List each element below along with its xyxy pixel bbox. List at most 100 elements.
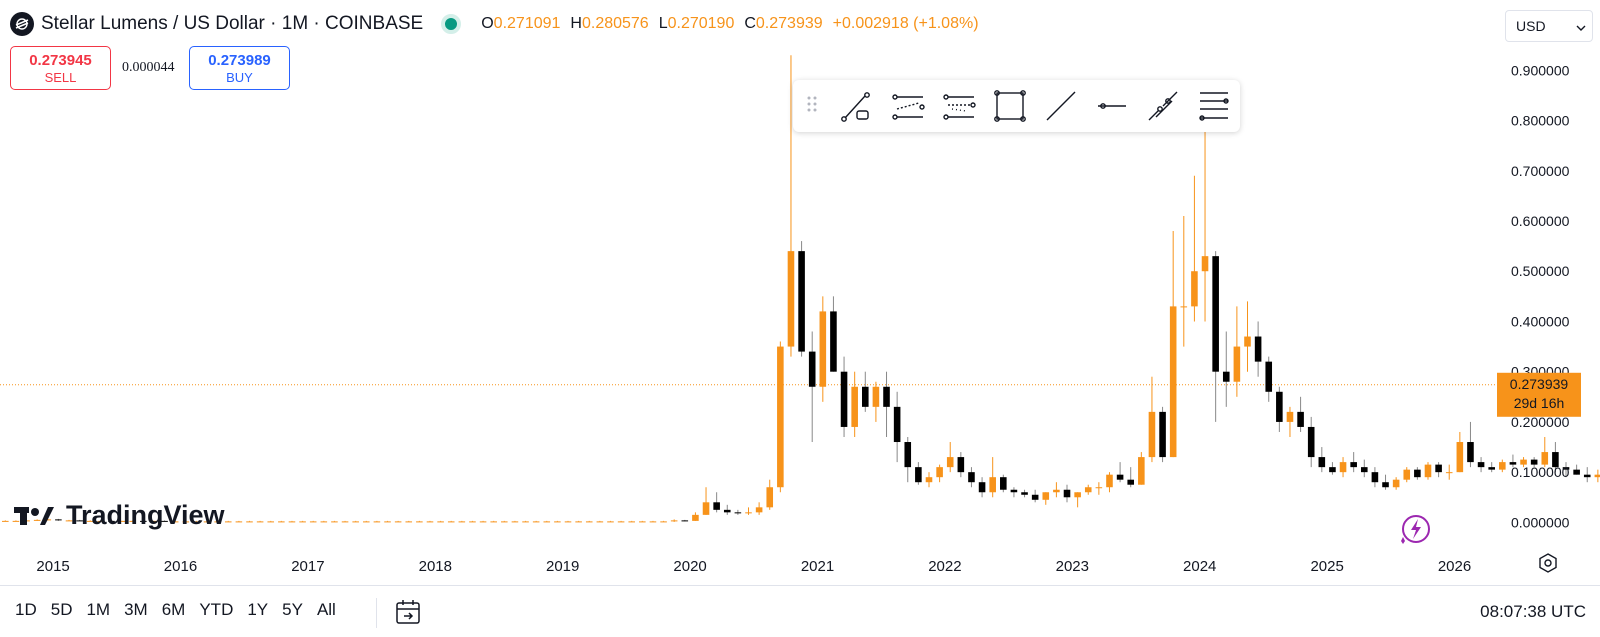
ohlc-change: +0.002918 (+1.08%) <box>832 15 979 32</box>
candle-body <box>182 521 190 523</box>
candle-body <box>1435 464 1442 473</box>
candle-body <box>65 520 73 522</box>
regression-channel-icon[interactable] <box>933 80 984 132</box>
time-tick-label: 2024 <box>1183 558 1216 575</box>
candle-body <box>925 477 933 483</box>
go-to-date-icon[interactable] <box>394 598 422 631</box>
stellar-logo-icon <box>10 12 34 36</box>
candle-body <box>384 521 391 523</box>
currency-select[interactable]: USD <box>1505 10 1593 42</box>
chart-settings-icon[interactable] <box>1538 553 1558 578</box>
ohlc-close-value: 0.273939 <box>755 15 823 32</box>
candle-body <box>511 521 519 523</box>
ohlc-high-value: 0.280576 <box>581 15 649 32</box>
time-tick-label: 2026 <box>1438 558 1471 575</box>
range-selector: 1D 5D 1M 3M 6M YTD 1Y 5Y All <box>8 600 343 620</box>
candle-body <box>777 346 784 488</box>
candle-body <box>1424 464 1432 478</box>
range-ytd[interactable]: YTD <box>199 600 234 619</box>
range-6m[interactable]: 6M <box>161 600 186 619</box>
candle-body <box>405 521 413 523</box>
horizontal-line-icon[interactable] <box>1087 80 1138 132</box>
ohlc-legend: O0.271091 H0.280576 L0.270190 C0.273939 … <box>481 15 978 33</box>
grip-icon[interactable] <box>805 94 819 119</box>
candle-body <box>1371 472 1379 483</box>
chevron-down-icon <box>1576 18 1586 34</box>
candle-body <box>1414 469 1421 478</box>
candle-body <box>1201 256 1209 272</box>
candle-body <box>1159 411 1166 458</box>
range-3m[interactable]: 3M <box>124 600 148 619</box>
sell-button[interactable]: 0.273945 SELL <box>10 46 111 90</box>
candle-body <box>267 521 275 523</box>
candle-body <box>1127 479 1135 485</box>
candle-body <box>840 371 848 427</box>
candle-body <box>1276 391 1283 422</box>
candle-body <box>1116 474 1124 480</box>
candle-body <box>1297 411 1304 427</box>
trend-line-icon[interactable] <box>831 80 882 132</box>
candle-body <box>564 521 572 523</box>
ray-icon[interactable] <box>1036 80 1087 132</box>
price-chart[interactable]: 0.0000000.1000000.2000000.3000000.400000… <box>0 0 1600 585</box>
candle-body <box>331 521 338 523</box>
timezone-clock[interactable]: 08:07:38 UTC <box>1480 602 1586 621</box>
candle-body <box>214 521 221 523</box>
candle-body <box>617 521 625 523</box>
candle-body <box>755 507 763 513</box>
candle-body <box>723 509 731 513</box>
candle-body <box>1138 457 1145 485</box>
ohlc-close-key: C <box>744 15 756 32</box>
candle-body <box>373 521 381 523</box>
candle-body <box>479 521 487 523</box>
range-1y[interactable]: 1Y <box>247 600 269 619</box>
ohlc-high-key: H <box>570 15 582 32</box>
candle-body <box>639 521 646 523</box>
price-tick-label: 0.600000 <box>1511 213 1570 229</box>
candle-body <box>861 386 869 407</box>
candle-body <box>745 512 752 514</box>
candle-body <box>1594 474 1600 478</box>
parallel-channel-icon[interactable] <box>882 80 933 132</box>
candle-body <box>1233 346 1241 382</box>
candle-body <box>1084 487 1092 493</box>
price-axis[interactable]: 0.0000000.1000000.2000000.3000000.400000… <box>1511 62 1570 530</box>
range-1m[interactable]: 1M <box>86 600 111 619</box>
candle-body <box>1477 462 1485 468</box>
candle-body <box>1000 477 1007 490</box>
fib-retracement-icon[interactable] <box>1189 80 1240 132</box>
tradingview-logo[interactable]: TradingView <box>14 500 225 531</box>
range-5d[interactable]: 5D <box>50 600 73 619</box>
ohlc-low-key: L <box>658 15 668 32</box>
buy-button[interactable]: 0.273989 BUY <box>189 46 290 90</box>
time-axis[interactable]: 2015 2016 2017 2018 2019 2020 2021 2022 2023 2024… <box>36 558 1471 575</box>
candle-body <box>1552 452 1559 468</box>
candle-body <box>352 521 359 523</box>
candle-body <box>320 521 328 523</box>
spread-value: 0.000044 <box>122 60 175 75</box>
candle-body <box>1169 306 1177 458</box>
range-5y[interactable]: 5Y <box>282 600 303 619</box>
candle-body <box>1392 479 1400 488</box>
candle-body <box>2 520 9 522</box>
candle-body <box>426 521 434 523</box>
candle-body <box>1520 459 1527 465</box>
candle-body <box>808 351 816 387</box>
lightning-icon[interactable] <box>1398 513 1432 552</box>
range-all[interactable]: All <box>316 600 336 619</box>
candle-body <box>12 520 20 522</box>
candle-body <box>830 311 837 372</box>
candle-body <box>554 521 561 523</box>
candle-body <box>246 521 253 523</box>
candle-body <box>1382 482 1389 488</box>
candle-body <box>1031 494 1039 500</box>
market-status-icon[interactable] <box>441 14 462 34</box>
range-1d[interactable]: 1D <box>15 600 37 619</box>
candlestick-series <box>2 55 1600 523</box>
rectangle-icon[interactable] <box>984 80 1035 132</box>
candle-body <box>596 521 604 523</box>
candle-body <box>904 442 912 468</box>
cross-line-icon[interactable] <box>1138 80 1189 132</box>
symbol-title[interactable]: Stellar Lumens / US Dollar · 1M · COINBA… <box>41 13 424 34</box>
candle-body <box>883 386 890 407</box>
